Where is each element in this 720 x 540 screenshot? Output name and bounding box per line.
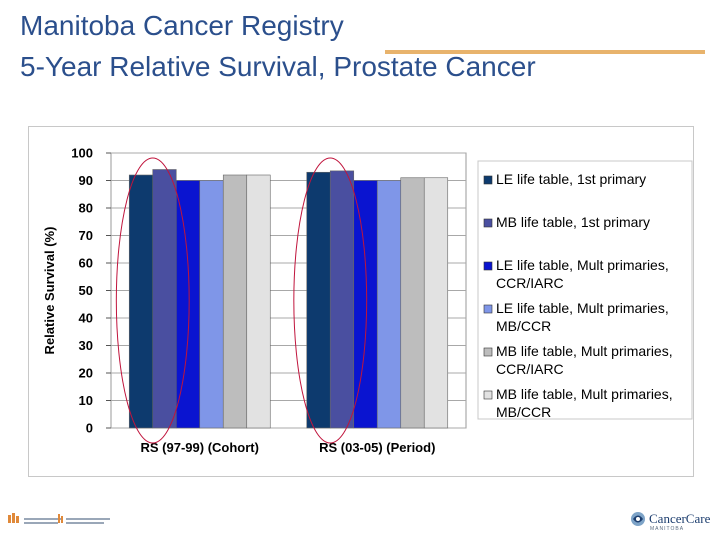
y-tick-label: 10 — [79, 393, 93, 408]
title-accent-rule — [385, 50, 705, 54]
legend-label: MB life table, 1st primary — [496, 214, 650, 230]
legend-label: MB life table, Mult primaries, — [496, 343, 673, 359]
legend-label: MB/CCR — [496, 318, 551, 334]
x-category-label: RS (97-99) (Cohort) — [141, 440, 259, 455]
partnership-logo-icon — [8, 513, 110, 524]
cancercare-logo: CancerCare MANITOBA — [630, 509, 711, 532]
legend-swatch — [483, 261, 493, 271]
bar-1-1 — [128, 174, 154, 429]
cancercare-logo-text: CancerCare — [649, 511, 711, 526]
legend-swatch — [483, 175, 493, 185]
bar-2-1 — [306, 171, 331, 429]
slide-title-line2: 5-Year Relative Survival, Prostate Cance… — [20, 51, 536, 82]
legend-swatch — [483, 347, 493, 357]
bar-1-5 — [222, 174, 248, 429]
bar-1-6 — [246, 174, 271, 429]
y-tick-label: 20 — [79, 366, 93, 381]
legend-box — [477, 160, 693, 420]
highlight-ellipse — [293, 157, 368, 444]
bar-2-4 — [376, 180, 402, 429]
bar-2-5 — [400, 177, 425, 429]
bar-1-4 — [199, 180, 224, 429]
legend-label: CCR/IARC — [496, 275, 564, 291]
y-tick-label: 100 — [71, 146, 93, 161]
y-tick-label: 30 — [79, 338, 93, 353]
survival-bar-chart: 0 10 20 30 40 50 60 70 80 90 100 Relative Survival … — [42, 146, 693, 455]
y-tick-label: 60 — [79, 256, 93, 271]
y-tick-label: 70 — [79, 228, 93, 243]
legend-label: CCR/IARC — [496, 361, 564, 377]
bar-1-3 — [175, 180, 201, 429]
y-axis-label: Relative Survival (%) — [42, 227, 57, 355]
bar-2-2 — [329, 170, 355, 429]
legend-label: LE life table, 1st primary — [496, 171, 646, 187]
y-tick-label: 80 — [79, 201, 93, 216]
x-category-label: RS (03-05) (Period) — [319, 440, 435, 455]
legend-label: LE life table, Mult primaries, — [496, 300, 669, 316]
legend-swatch — [483, 218, 493, 228]
highlight-ellipse — [115, 157, 190, 444]
legend-label: MB life table, Mult primaries, — [496, 386, 673, 402]
bar-2-3 — [353, 180, 378, 429]
bar-2-6 — [423, 177, 449, 429]
y-tick-label: 0 — [86, 421, 93, 436]
slide-title-line1: Manitoba Cancer Registry — [20, 10, 344, 41]
legend-label: MB/CCR — [496, 404, 551, 420]
bar-1-2 — [152, 169, 177, 429]
y-tick-label: 90 — [79, 173, 93, 188]
legend-swatch — [483, 304, 493, 314]
chart-frame: 0 10 20 30 40 50 60 70 80 90 100 Relative Survival … — [28, 126, 694, 477]
cancercare-logo-icon — [631, 512, 645, 526]
y-tick-label: 50 — [79, 283, 93, 298]
legend-swatch — [483, 390, 493, 400]
cancercare-logo-subtext: MANITOBA — [650, 526, 685, 532]
y-tick-label: 40 — [79, 311, 93, 326]
legend-label: LE life table, Mult primaries, — [496, 257, 669, 273]
